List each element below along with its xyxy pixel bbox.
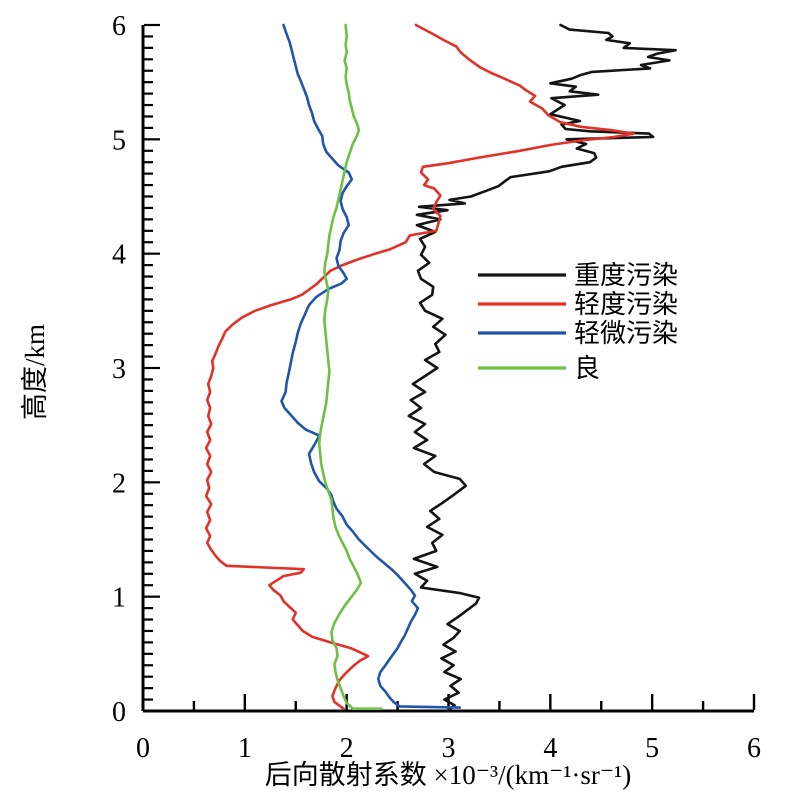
- y-tick-label: 5: [112, 125, 126, 156]
- legend-item-slight-pollution: 轻微污染: [478, 319, 678, 348]
- series-line-light-pollution: [204, 23, 636, 710]
- y-tick-label: 1: [112, 583, 126, 614]
- profile-curves: [204, 23, 677, 713]
- y-tick-label: 6: [112, 11, 126, 42]
- legend-item-light-pollution: 轻度污染: [478, 290, 678, 319]
- axis-spines: [141, 25, 754, 713]
- legend-label-heavy-pollution: 重度污染: [574, 261, 678, 290]
- series-line-good: [317, 23, 383, 710]
- y-tick-label: 4: [112, 240, 126, 271]
- legend-label-light-pollution: 轻度污染: [574, 290, 678, 319]
- y-tick-label: 3: [112, 354, 126, 385]
- series-line-heavy-pollution: [407, 23, 677, 713]
- y-tick-label: 0: [112, 697, 126, 728]
- x-tick-label: 4: [543, 733, 557, 764]
- series-line-slight-pollution: [280, 23, 461, 709]
- x-tick-label: 5: [645, 733, 659, 764]
- legend-label-slight-pollution: 轻微污染: [574, 319, 678, 348]
- x-tick-label: 3: [442, 733, 456, 764]
- y-tick-label: 2: [112, 468, 126, 499]
- x-tick-label: 2: [340, 733, 354, 764]
- x-tick-label: 1: [238, 733, 252, 764]
- legend-label-good: 良: [574, 354, 600, 383]
- legend-item-heavy-pollution: 重度污染: [478, 261, 678, 290]
- legend-item-good: 良: [478, 354, 600, 383]
- x-axis-title: 后向散射系数 ×10⁻³/(km⁻¹·sr⁻¹): [265, 760, 632, 790]
- x-tick-label: 6: [747, 733, 761, 764]
- x-tick-label: 0: [136, 733, 150, 764]
- y-axis-title: 高度/km: [20, 324, 50, 420]
